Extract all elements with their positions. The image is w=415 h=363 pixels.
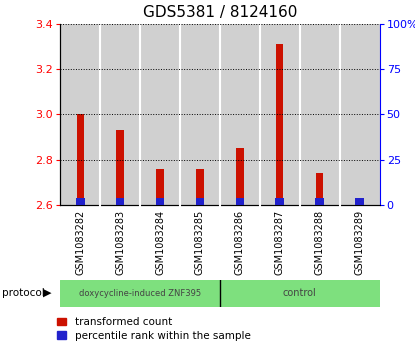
Bar [236, 148, 244, 205]
Text: GSM1083289: GSM1083289 [355, 209, 365, 274]
Title: GDS5381 / 8124160: GDS5381 / 8124160 [143, 5, 297, 20]
Bar [76, 114, 84, 205]
Bar [116, 198, 124, 205]
Bar [236, 198, 244, 205]
Bar [76, 198, 85, 205]
Bar [340, 24, 380, 205]
Text: GSM1083288: GSM1083288 [315, 209, 325, 274]
Bar [300, 24, 340, 205]
Bar [196, 169, 204, 205]
Bar [276, 198, 284, 205]
Bar [156, 198, 164, 205]
Text: control: control [283, 288, 317, 298]
Bar [60, 280, 220, 307]
Text: GSM1083282: GSM1083282 [75, 209, 85, 275]
Text: GSM1083284: GSM1083284 [155, 209, 165, 274]
Text: GSM1083286: GSM1083286 [235, 209, 245, 274]
Bar [315, 198, 324, 205]
Bar [60, 24, 100, 205]
Bar [276, 44, 283, 205]
Bar [260, 24, 300, 205]
Bar [316, 173, 323, 205]
Bar [220, 280, 380, 307]
Text: doxycycline-induced ZNF395: doxycycline-induced ZNF395 [79, 289, 201, 298]
Legend: transformed count, percentile rank within the sample: transformed count, percentile rank withi… [57, 317, 251, 340]
Bar [117, 130, 124, 205]
Text: GSM1083285: GSM1083285 [195, 209, 205, 275]
Bar [156, 169, 164, 205]
Text: GSM1083287: GSM1083287 [275, 209, 285, 275]
Bar [355, 198, 364, 205]
Bar [180, 24, 220, 205]
Bar [195, 198, 204, 205]
Text: GSM1083283: GSM1083283 [115, 209, 125, 274]
Text: ▶: ▶ [43, 288, 51, 298]
Bar [140, 24, 180, 205]
Text: protocol: protocol [2, 288, 45, 298]
Bar [100, 24, 140, 205]
Bar [220, 24, 260, 205]
